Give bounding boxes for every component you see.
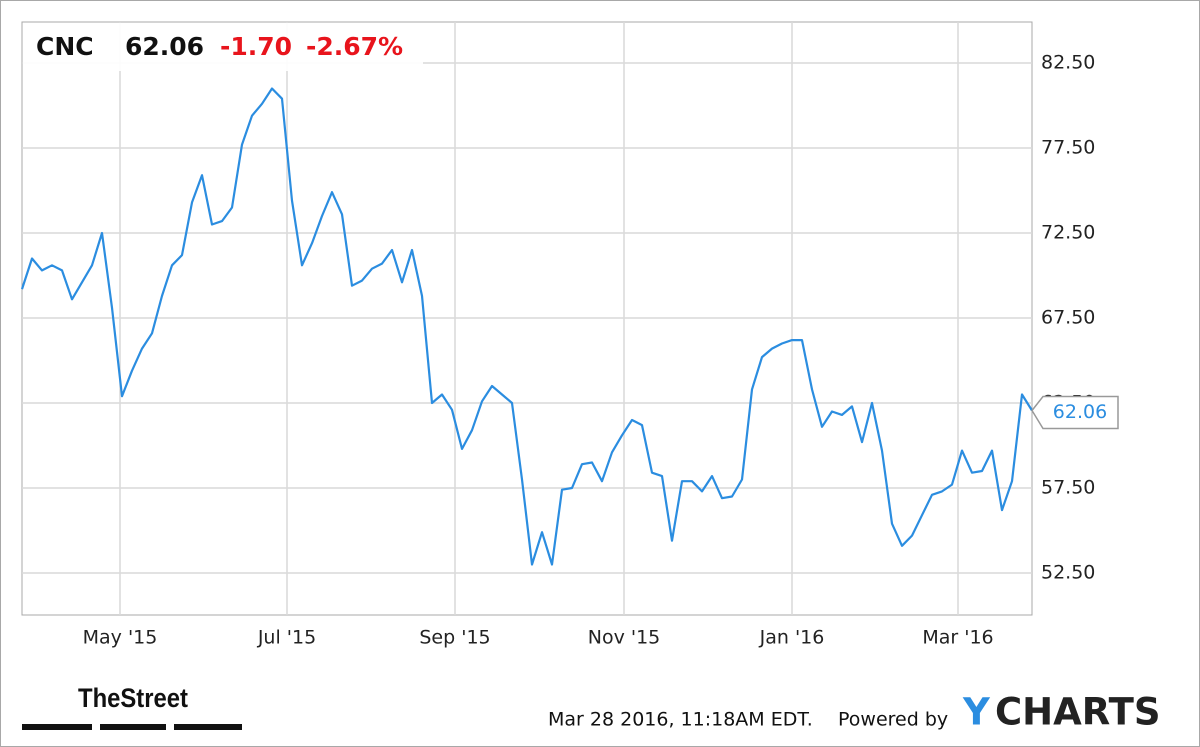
x-tick-label: Jan '16 [759, 627, 825, 649]
brand-rest: CHARTS [995, 691, 1160, 734]
header-box [23, 23, 423, 71]
logo-bar [174, 724, 242, 730]
change: -1.70 [220, 32, 292, 61]
x-tick-label: Nov '15 [588, 627, 661, 649]
brand-y: Y [962, 691, 991, 734]
y-tick-label: 57.50 [1041, 477, 1095, 499]
x-tick-label: Sep '15 [419, 627, 490, 649]
price-line [20, 87, 1033, 566]
last-price-callout [1031, 395, 1119, 430]
x-tick-label: Jul '15 [257, 627, 316, 649]
y-tick-label: 82.50 [1041, 51, 1095, 73]
y-tick-label: 72.50 [1041, 221, 1095, 243]
y-tick-label: 77.50 [1041, 136, 1095, 158]
change-percent: -2.67% [306, 32, 403, 61]
y-tick-label: 67.50 [1041, 306, 1095, 328]
last-price-label: 62.06 [1053, 401, 1107, 423]
y-tick-label: 52.50 [1041, 562, 1095, 584]
series [20, 87, 1033, 566]
x-tick-label: May '15 [83, 627, 158, 649]
timestamp: Mar 28 2016, 11:18AM EDT. [548, 709, 813, 731]
price: 62.06 [125, 32, 204, 61]
x-tick-label: Mar '16 [922, 627, 993, 649]
source-logo: TheStreet [78, 683, 188, 713]
powered-by: Powered by [838, 709, 948, 731]
ticker: CNC [36, 32, 94, 61]
grid [22, 22, 1032, 615]
logo-bar [22, 724, 92, 730]
logo-bar [100, 724, 166, 730]
